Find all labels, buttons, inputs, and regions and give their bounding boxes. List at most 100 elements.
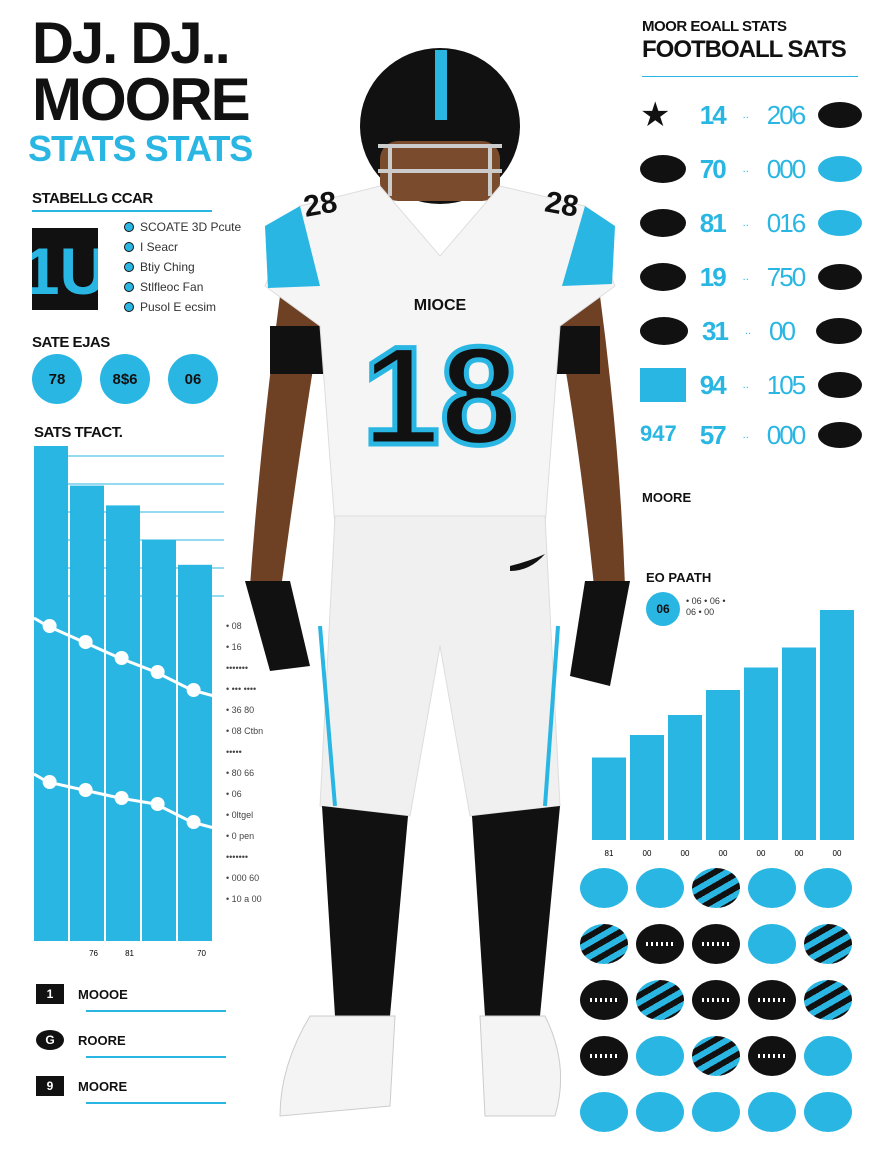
right-subtitle: MOOR EOALL STATS — [642, 18, 787, 35]
side-label: • 000 60 — [226, 873, 260, 883]
star-icon: ★ — [640, 96, 671, 134]
stat-badge-icon — [818, 102, 862, 128]
side-label: • 10 a 00 — [226, 894, 262, 904]
stat-badge-icon — [818, 264, 862, 290]
panther-icon — [640, 155, 686, 183]
list-item: G ROORE — [36, 1030, 226, 1050]
moore-label: MOORE — [642, 490, 692, 505]
list-divider — [86, 1010, 226, 1012]
football-icon — [636, 868, 684, 908]
chart-bar-label: 81 — [125, 949, 134, 958]
circle-stats: 78 8$6 06 — [32, 354, 218, 404]
chart-point — [42, 619, 57, 633]
side-label: • 16 — [226, 642, 242, 652]
stat-separator: .. — [744, 325, 752, 337]
shoulder-number-left: 28 — [301, 185, 340, 223]
big-number-graphic: 1U — [23, 228, 107, 310]
chart-bar — [820, 610, 854, 840]
legend-dot-icon — [124, 262, 134, 272]
chart-point — [150, 797, 165, 811]
chart-bar-label: 00 — [719, 849, 728, 858]
football-icon — [640, 317, 688, 345]
right-bar-chart: 81 00 00 00 00 00 00 — [592, 610, 854, 858]
left-divider — [32, 210, 212, 212]
list-badge: 1 — [36, 984, 64, 1004]
football-icon — [804, 924, 852, 964]
chart-bar — [668, 715, 702, 840]
stat-right-value: 750 — [766, 261, 806, 292]
legend-item: I Seacr — [124, 240, 241, 254]
legend-item: SCOATE 3D Pcute — [124, 220, 241, 234]
stat-right-value: 206 — [766, 99, 806, 130]
stat-badge-icon — [818, 372, 862, 398]
football-icon — [748, 980, 796, 1020]
side-label: ••••• — [226, 747, 242, 757]
stat-row: 31.. 00 — [640, 304, 862, 358]
chart-bar-label: 00 — [681, 849, 690, 858]
chart-bar-label: 00 — [643, 849, 652, 858]
stat-separator: .. — [742, 163, 749, 175]
chart-bar — [178, 564, 212, 941]
big-number-text: 1U — [32, 234, 98, 308]
side-label: ••••••• — [226, 663, 249, 673]
swoosh-icon — [510, 554, 545, 571]
stat-left-value: 19 — [699, 261, 727, 292]
legend-dot-icon — [124, 282, 134, 292]
football-icon — [640, 263, 686, 291]
chart-point — [186, 683, 201, 697]
football-icon — [692, 924, 740, 964]
football-icon — [748, 1092, 796, 1132]
legend-item: Pusol E ecsim — [124, 300, 241, 314]
side-label: ••••••• — [226, 852, 249, 862]
stat-badge-icon — [816, 318, 862, 344]
chart-bar — [782, 647, 816, 840]
right-title: FOOTBOALL SATS — [642, 36, 847, 63]
list-label: MOORE — [78, 1078, 128, 1094]
chart-bar — [34, 446, 68, 941]
title-line2: MOORE — [32, 66, 251, 133]
chart-bar-label: 76 — [89, 949, 98, 958]
football-icon — [580, 1092, 628, 1132]
stat-row: ★ 14.. 206 — [640, 88, 862, 142]
title-line1: DJ. DJ.. — [32, 11, 231, 76]
football-icon — [804, 868, 852, 908]
stat-row: 81.. 016 — [640, 196, 862, 250]
stat-separator: .. — [742, 271, 749, 283]
football-icon — [748, 1036, 796, 1076]
stat-left-value: 94 — [699, 369, 727, 400]
eo-text: • 06 • 06 • 06 • 00 — [686, 596, 726, 617]
stat-left-value: 14 — [699, 99, 727, 130]
football-icon — [692, 980, 740, 1020]
football-icon — [692, 1036, 740, 1076]
football-icon — [580, 868, 628, 908]
flag-icon — [640, 368, 686, 402]
ball-grid — [580, 868, 860, 1132]
chart-bar-label: 00 — [833, 849, 842, 858]
football-icon — [580, 924, 628, 964]
football-icon — [692, 1092, 740, 1132]
stat-row: 94.. 105 — [640, 358, 862, 412]
chart-point — [78, 783, 93, 797]
left-bar-chart: 76 81 70 — [34, 446, 224, 958]
stat-left-value: 81 — [699, 207, 727, 238]
chart-bar — [630, 735, 664, 840]
right-divider — [642, 76, 858, 77]
chart-point — [114, 651, 129, 665]
side-label: • 36 80 — [226, 705, 255, 715]
chart-bar — [106, 505, 140, 941]
stat-separator: .. — [742, 217, 749, 229]
side-label: • 06 — [226, 789, 242, 799]
stat-left-value: 70 — [699, 153, 727, 184]
list-label: ROORE — [78, 1032, 126, 1048]
stat-badge-icon — [818, 156, 862, 182]
chart-bar-label: 70 — [197, 949, 206, 958]
player-illustration: MIOCE 18 28 28 — [245, 48, 630, 1117]
jersey-text: MIOCE — [414, 297, 467, 314]
title-line3: STATS STATS — [28, 128, 253, 169]
circle-stat: 8$6 — [100, 354, 150, 404]
list-item: 9 MOORE — [36, 1076, 226, 1096]
football-icon — [804, 1092, 852, 1132]
football-icon — [580, 1036, 628, 1076]
section3-heading: SATS TFACT. — [34, 424, 123, 441]
legend-dot-icon — [124, 302, 134, 312]
